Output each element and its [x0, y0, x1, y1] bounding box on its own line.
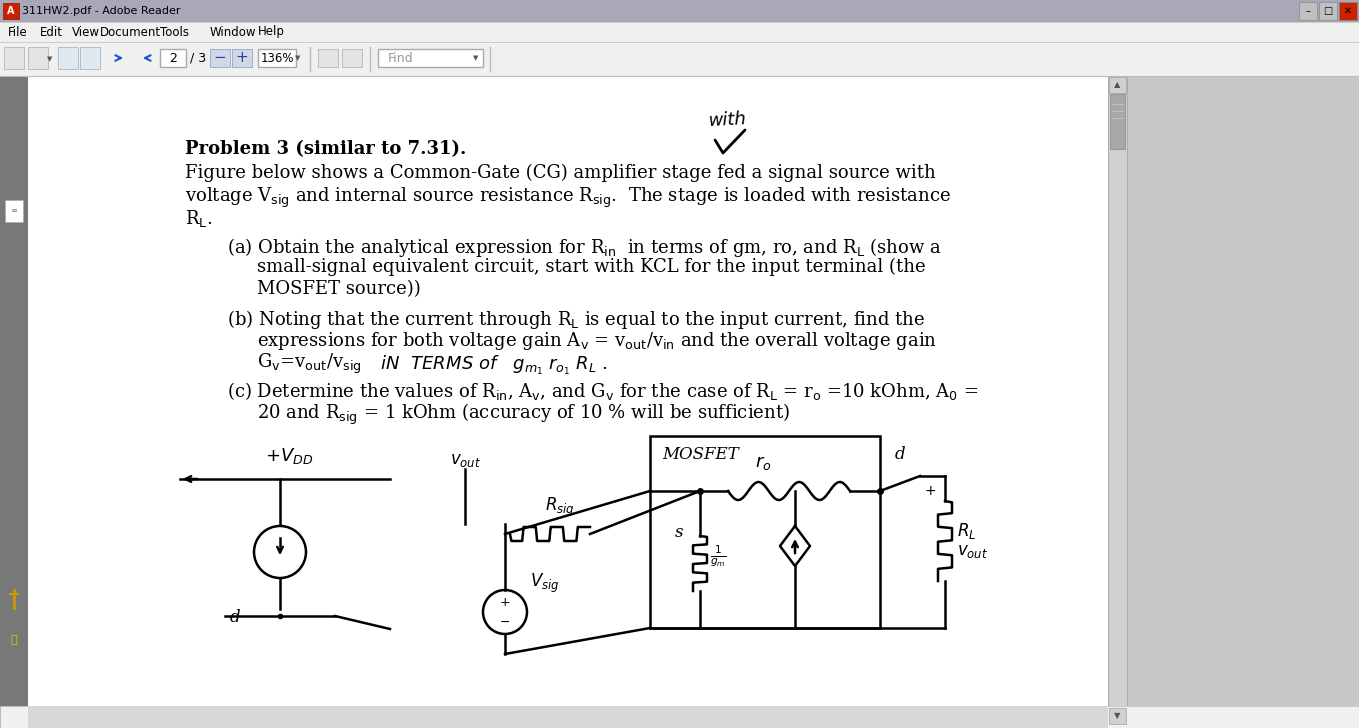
Text: $\frac{1}{g_m}$: $\frac{1}{g_m}$	[709, 543, 726, 569]
Bar	[0, 42, 1359, 76]
Text: (a) Obtain the analytical expression for R$_{\mathsf{in}}$  in terms of gm, ro, : (a) Obtain the analytical expression for…	[227, 236, 942, 259]
Text: –: –	[1306, 6, 1310, 16]
Text: (c) Determine the values of R$_{\mathsf{in}}$, A$_{\mathsf{v}}$, and G$_{\mathsf: (c) Determine the values of R$_{\mathsf{…	[227, 380, 978, 402]
Bar	[232, 49, 251, 67]
Text: 20 and R$_{\mathsf{sig}}$ = 1 kOhm (accuracy of 10 % will be sufficient): 20 and R$_{\mathsf{sig}}$ = 1 kOhm (accu…	[257, 402, 790, 427]
Bar	[160, 49, 186, 67]
Text: MOSFET: MOSFET	[662, 446, 739, 463]
Text: +: +	[500, 596, 511, 609]
Text: +: +	[924, 484, 936, 498]
Bar	[650, 436, 881, 628]
Bar	[318, 49, 338, 67]
Bar	[80, 47, 101, 69]
Text: +: +	[235, 50, 249, 66]
Text: $v_{out}$: $v_{out}$	[450, 452, 481, 469]
Text: File: File	[8, 25, 27, 39]
Bar	[58, 47, 77, 69]
Bar	[0, 22, 1359, 42]
Text: G$_{\mathsf{v}}$=v$_{\mathsf{out}}$/v$_{\mathsf{sig}}$: G$_{\mathsf{v}}$=v$_{\mathsf{out}}$/v$_{…	[257, 352, 361, 376]
Text: ▼: ▼	[1114, 711, 1120, 721]
Text: $+V_{DD}$: $+V_{DD}$	[265, 446, 313, 466]
Text: 2: 2	[169, 52, 177, 65]
Bar	[0, 76, 29, 728]
Text: $R_L$: $R_L$	[957, 521, 976, 541]
Text: Tools: Tools	[160, 25, 189, 39]
Text: (b) Noting that the current through R$_{\mathsf{L}}$ is equal to the input curre: (b) Noting that the current through R$_{…	[227, 308, 925, 331]
Text: Document: Document	[101, 25, 162, 39]
Bar	[1110, 94, 1125, 149]
Text: ▼: ▼	[473, 55, 478, 61]
Text: with: with	[708, 110, 746, 130]
Text: □: □	[1324, 6, 1333, 16]
Bar	[258, 49, 296, 67]
Bar	[5, 200, 23, 222]
Text: expressions for both voltage gain A$_{\mathsf{v}}$ = v$_{\mathsf{out}}$/v$_{\mat: expressions for both voltage gain A$_{\m…	[257, 330, 936, 352]
Text: / 3: / 3	[190, 52, 207, 65]
Bar	[1339, 2, 1358, 20]
Text: Help: Help	[258, 25, 285, 39]
Bar	[29, 47, 48, 69]
Text: 136%: 136%	[261, 52, 294, 65]
Text: Window: Window	[211, 25, 257, 39]
Text: $R_{sig}$: $R_{sig}$	[545, 496, 575, 519]
Bar	[1320, 2, 1337, 20]
Text: Find: Find	[389, 52, 413, 65]
Text: $v_{out}$: $v_{out}$	[957, 542, 988, 560]
Text: s: s	[675, 524, 684, 541]
Text: MOSFET source)): MOSFET source))	[257, 280, 421, 298]
Text: 311HW2.pdf - Adobe Reader: 311HW2.pdf - Adobe Reader	[22, 6, 181, 16]
Text: $V_{sig}$: $V_{sig}$	[530, 572, 560, 596]
Bar	[1109, 708, 1127, 724]
Bar	[29, 76, 1108, 728]
Text: voltage V$_{\mathsf{sig}}$ and internal source resistance R$_{\mathsf{sig}}$.  T: voltage V$_{\mathsf{sig}}$ and internal …	[185, 186, 951, 210]
Text: d: d	[230, 609, 241, 626]
Text: $iN$  $\mathit{TERMS}$ $\mathit{of}$   $g_{m_1}$ $r_{o_1}$ $R_L$ .: $iN$ $\mathit{TERMS}$ $\mathit{of}$ $g_{…	[375, 354, 607, 377]
Text: ▼: ▼	[295, 55, 300, 61]
Bar	[1108, 76, 1127, 728]
Bar	[378, 49, 482, 67]
Text: $r_o$: $r_o$	[756, 454, 772, 472]
Text: small-signal equivalent circuit, start with KCL for the input terminal (the: small-signal equivalent circuit, start w…	[257, 258, 925, 276]
Text: View: View	[72, 25, 101, 39]
Bar	[1109, 77, 1127, 93]
Bar	[4, 47, 24, 69]
Text: A: A	[7, 6, 15, 16]
Bar	[1299, 2, 1317, 20]
Text: −: −	[500, 615, 510, 628]
Text: ✕: ✕	[1344, 6, 1352, 16]
Text: Edit: Edit	[39, 25, 63, 39]
Text: ▼: ▼	[48, 56, 53, 62]
Text: d: d	[896, 446, 905, 463]
Bar	[3, 3, 19, 19]
Bar	[211, 49, 230, 67]
Text: ▲: ▲	[1114, 81, 1120, 90]
Text: Problem 3 (similar to 7.31).: Problem 3 (similar to 7.31).	[185, 140, 466, 158]
Text: Figure below shows a Common-Gate (CG) amplifier stage fed a signal source with: Figure below shows a Common-Gate (CG) am…	[185, 164, 936, 182]
Bar	[0, 0, 1359, 22]
Bar	[342, 49, 361, 67]
Text: R$_{\mathsf{L}}$.: R$_{\mathsf{L}}$.	[185, 208, 212, 229]
Text: ≡: ≡	[11, 207, 18, 215]
Text: 🖇: 🖇	[11, 635, 18, 645]
Bar	[0, 706, 1359, 728]
Text: −: −	[213, 50, 227, 66]
Bar	[29, 706, 1108, 728]
